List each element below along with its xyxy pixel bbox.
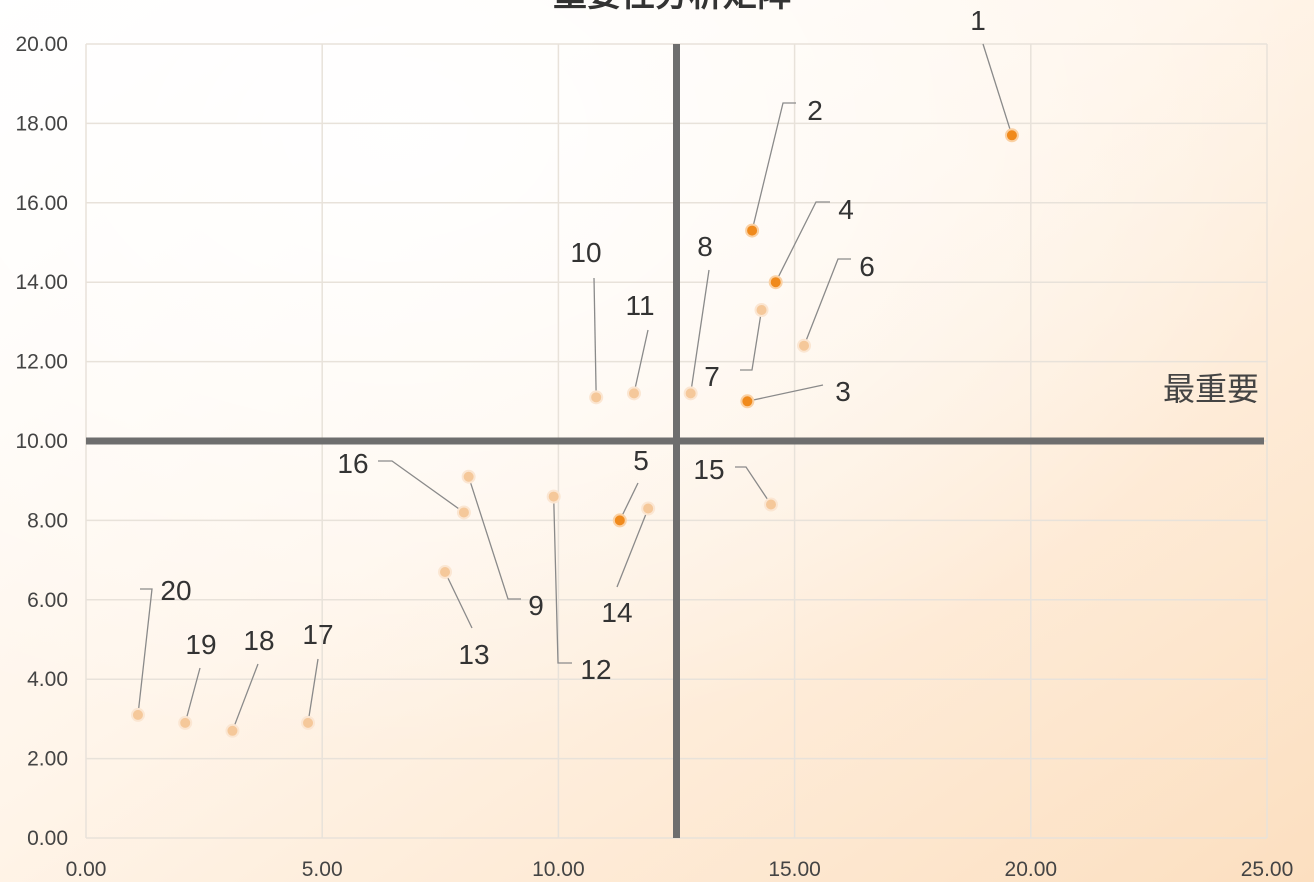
point-label-16: 16	[337, 448, 368, 479]
point-label-12: 12	[580, 654, 611, 685]
leader-line-8	[690, 269, 710, 394]
data-point-19	[178, 715, 193, 730]
y-tick-label: 2.00	[27, 748, 68, 771]
leader-line-4	[775, 201, 830, 283]
data-point-5	[612, 513, 627, 528]
data-point-17	[301, 715, 316, 730]
point-label-6: 6	[859, 251, 875, 282]
data-points	[130, 128, 1019, 738]
leader-line-18	[231, 663, 259, 732]
leader-line-17	[307, 658, 319, 723]
data-point-3	[740, 394, 755, 409]
leader-line-10	[593, 277, 597, 398]
data-point-14	[641, 501, 656, 516]
point-label-20: 20	[160, 575, 191, 606]
leader-line-6	[803, 258, 851, 346]
data-point-16	[456, 505, 471, 520]
leader-line-16	[378, 460, 465, 513]
data-point-4	[768, 275, 783, 290]
leader-line-2	[751, 102, 796, 231]
point-label-19: 19	[185, 629, 216, 660]
leader-line-14	[616, 508, 649, 588]
quadrant-label: 最重要	[1163, 370, 1259, 408]
x-tick-label: 25.00	[1241, 858, 1294, 881]
leader-line-11	[633, 329, 649, 394]
chart-title: 重要性分析矩阵	[553, 0, 791, 15]
point-label-4: 4	[838, 194, 854, 225]
leader-line-7	[740, 309, 763, 371]
data-point-7	[754, 302, 769, 317]
data-point-20	[130, 707, 145, 722]
leader-lines	[137, 43, 1013, 732]
point-label-17: 17	[302, 619, 333, 650]
x-tick-label: 15.00	[768, 858, 821, 881]
data-point-1	[1004, 128, 1019, 143]
point-label-18: 18	[243, 625, 274, 656]
y-tick-label: 12.00	[15, 351, 68, 374]
y-tick-label: 14.00	[15, 271, 68, 294]
point-label-10: 10	[570, 237, 601, 268]
data-point-15	[763, 497, 778, 512]
x-tick-label: 20.00	[1005, 858, 1058, 881]
y-tick-label: 18.00	[15, 112, 68, 135]
y-tick-label: 20.00	[15, 33, 68, 56]
point-label-2: 2	[807, 95, 823, 126]
y-tick-label: 16.00	[15, 192, 68, 215]
y-tick-label: 8.00	[27, 509, 68, 532]
point-label-3: 3	[835, 376, 851, 407]
point-label-5: 5	[633, 445, 649, 476]
point-label-13: 13	[458, 639, 489, 670]
leader-line-1	[982, 43, 1013, 136]
point-label-14: 14	[601, 597, 632, 628]
y-tick-label: 0.00	[27, 827, 68, 850]
leader-line-20	[137, 588, 153, 716]
leader-line-13	[444, 571, 473, 629]
x-tick-label: 5.00	[302, 858, 343, 881]
point-label-15: 15	[693, 454, 724, 485]
x-tick-label: 0.00	[66, 858, 107, 881]
leader-line-15	[735, 466, 772, 505]
leader-line-12	[553, 496, 572, 664]
data-point-11	[626, 386, 641, 401]
y-tick-label: 4.00	[27, 668, 68, 691]
data-point-10	[589, 390, 604, 405]
point-label-7: 7	[704, 361, 720, 392]
leader-line-9	[468, 476, 521, 600]
point-label-1: 1	[970, 5, 986, 36]
data-point-2	[745, 223, 760, 238]
y-tick-label: 10.00	[15, 430, 68, 453]
leader-line-19	[184, 667, 201, 724]
point-label-9: 9	[528, 590, 544, 621]
leader-line-3	[747, 384, 824, 402]
data-point-12	[546, 489, 561, 504]
data-point-6	[797, 338, 812, 353]
y-tick-label: 6.00	[27, 589, 68, 612]
axis-tick-labels: 0.00 5.00 10.00 15.00 20.00 25.00 0.00 2.00 4.00…	[15, 33, 1293, 881]
data-point-13	[438, 565, 453, 580]
data-point-8	[683, 386, 698, 401]
point-label-11: 11	[625, 290, 654, 321]
data-point-9	[461, 469, 476, 484]
point-label-8: 8	[697, 231, 713, 262]
data-point-18	[225, 723, 240, 738]
quadrant-dividers	[86, 44, 1264, 838]
x-tick-label: 10.00	[532, 858, 585, 881]
